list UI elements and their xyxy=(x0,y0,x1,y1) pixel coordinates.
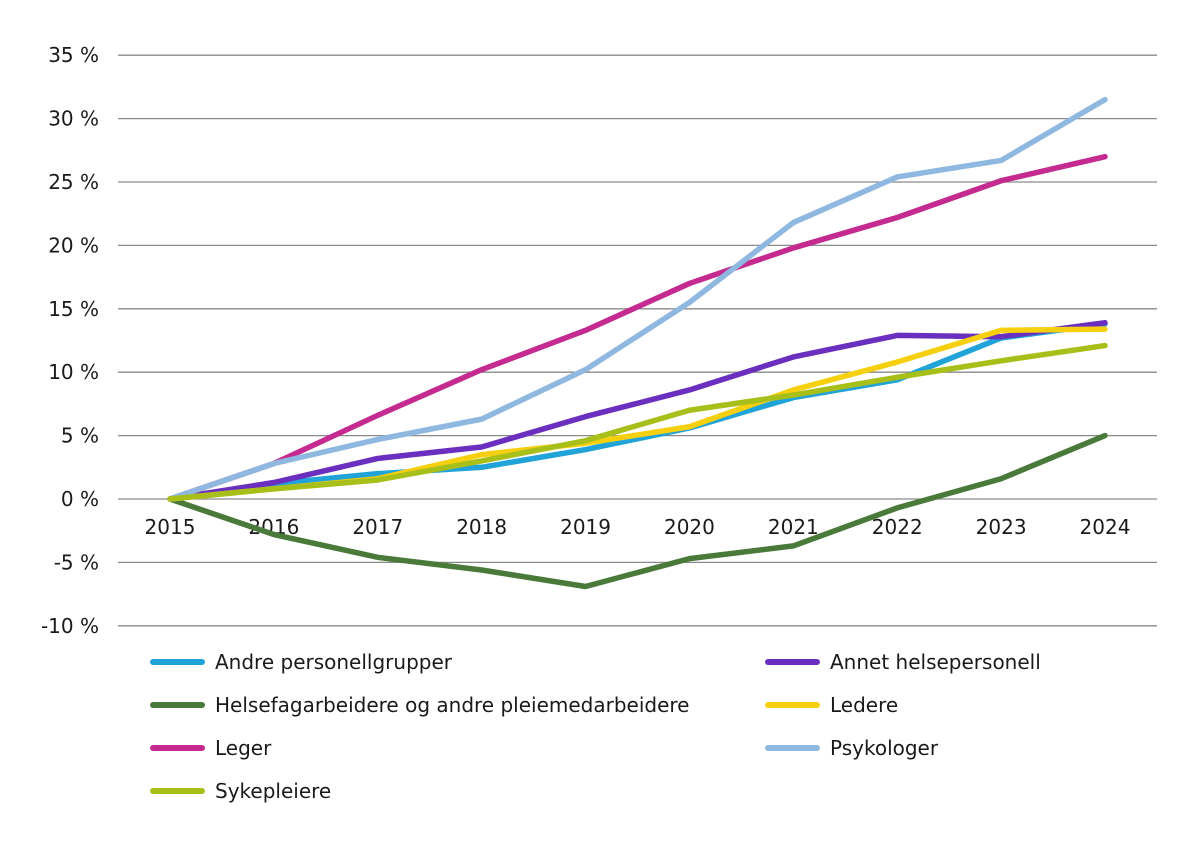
y-tick-label: 10 % xyxy=(48,360,99,384)
x-tick-label: 2020 xyxy=(664,515,715,539)
series-line-2 xyxy=(170,436,1105,587)
x-tick-label: 2023 xyxy=(976,515,1027,539)
x-tick-label: 2021 xyxy=(768,515,819,539)
y-tick-label: 0 % xyxy=(61,487,99,511)
series-lines xyxy=(170,99,1105,586)
y-tick-label: 25 % xyxy=(48,170,99,194)
y-tick-label: 15 % xyxy=(48,297,99,321)
y-tick-label: 20 % xyxy=(48,233,99,257)
y-tick-label: 35 % xyxy=(48,43,99,67)
x-tick-label: 2022 xyxy=(872,515,923,539)
x-tick-label: 2015 xyxy=(145,515,196,539)
y-tick-label: 30 % xyxy=(48,107,99,131)
x-tick-label: 2024 xyxy=(1080,515,1131,539)
series-line-4 xyxy=(170,157,1105,499)
series-line-1 xyxy=(170,323,1105,499)
y-axis-labels: -10 % -5 % 0 % 5 % 10 % 15 % 20 % 25 % 30 % 35 % xyxy=(41,43,99,638)
x-tick-label: 2019 xyxy=(560,515,611,539)
y-tick-label: -10 % xyxy=(41,614,99,638)
y-tick-label: 5 % xyxy=(61,424,99,448)
x-tick-label: 2017 xyxy=(352,515,403,539)
x-tick-label: 2018 xyxy=(456,515,507,539)
y-tick-label: -5 % xyxy=(54,550,99,574)
